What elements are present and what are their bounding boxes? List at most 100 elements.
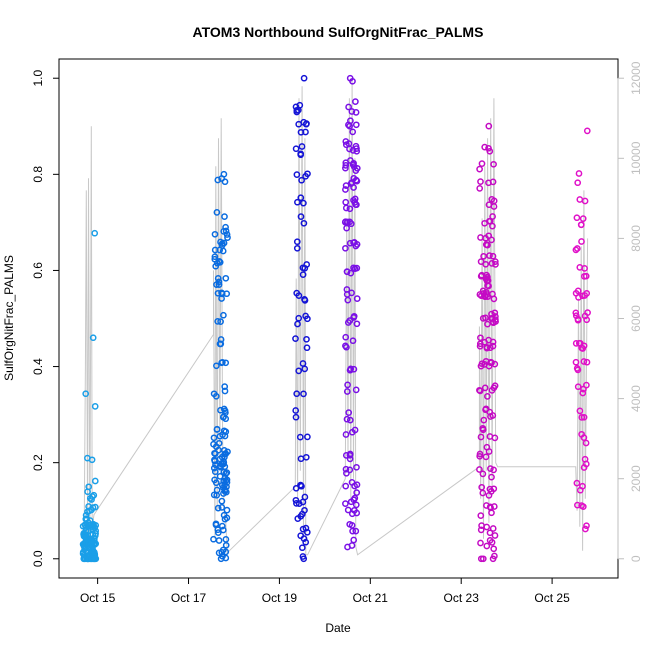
- data-point: [476, 387, 484, 395]
- data-point: [213, 486, 221, 494]
- data-point: [485, 217, 493, 225]
- data-point: [213, 362, 220, 370]
- data-point: [572, 309, 580, 317]
- data-point: [80, 529, 88, 537]
- data-point: [349, 128, 357, 136]
- data-point: [576, 264, 584, 271]
- data-point: [579, 389, 587, 397]
- data-point: [304, 170, 311, 178]
- data-point: [219, 358, 226, 366]
- data-point: [299, 271, 307, 278]
- data-point: [224, 448, 231, 456]
- data-point: [573, 214, 581, 222]
- data-point: [583, 127, 591, 135]
- data-point: [219, 526, 227, 534]
- data-point: [492, 261, 499, 268]
- data-point: [490, 466, 497, 474]
- y2-tick-label: 12000: [629, 61, 643, 95]
- data-point: [91, 477, 99, 485]
- data-point: [84, 519, 92, 526]
- data-point: [476, 450, 484, 458]
- data-point: [489, 525, 497, 532]
- data-point: [218, 522, 226, 530]
- data-point: [353, 201, 360, 209]
- data-point: [295, 314, 303, 322]
- x-tick-label: Oct 23: [444, 591, 480, 605]
- data-point: [215, 439, 223, 447]
- x-tick-label: Oct 15: [80, 591, 116, 605]
- data-point: [293, 244, 301, 252]
- data-point: [223, 483, 230, 491]
- series-2: [210, 170, 231, 563]
- data-point: [211, 230, 219, 238]
- y2-tick-label: 0: [629, 555, 643, 562]
- data-point: [210, 464, 218, 472]
- data-point: [217, 336, 225, 343]
- data-point: [483, 542, 491, 550]
- data-point: [582, 525, 589, 533]
- data-point: [222, 359, 230, 367]
- y-tick-label: 0.2: [31, 454, 45, 471]
- data-point: [353, 463, 360, 471]
- data-point: [476, 342, 484, 350]
- data-point: [300, 74, 308, 82]
- data-point: [574, 179, 582, 187]
- x-tick-label: Oct 17: [171, 591, 207, 605]
- data-point: [292, 335, 299, 342]
- data-point: [578, 430, 585, 438]
- data-point: [293, 500, 300, 507]
- data-point: [300, 390, 307, 398]
- data-point: [345, 103, 352, 111]
- x-tick-label: Oct 25: [534, 591, 570, 605]
- data-point: [211, 456, 218, 464]
- data-point: [298, 143, 306, 150]
- x-tick-label: Oct 21: [353, 591, 389, 605]
- series-4: [341, 74, 361, 551]
- data-point: [486, 252, 493, 259]
- data-point: [82, 511, 90, 519]
- data-point: [572, 246, 580, 254]
- data-point: [222, 536, 230, 543]
- data-point: [343, 286, 351, 293]
- data-point: [218, 504, 226, 511]
- data-point: [342, 198, 350, 206]
- data-point: [90, 491, 98, 499]
- data-point: [342, 141, 350, 149]
- data-point: [345, 409, 353, 416]
- data-point: [352, 386, 360, 394]
- data-point: [303, 528, 311, 536]
- data-point: [292, 496, 300, 504]
- data-point: [342, 244, 349, 252]
- data-point: [482, 453, 490, 461]
- data-point: [477, 433, 485, 441]
- data-point: [572, 340, 580, 347]
- data-point: [220, 405, 228, 413]
- data-point: [351, 265, 359, 273]
- data-point: [581, 197, 589, 205]
- data-point: [220, 511, 228, 519]
- data-point: [92, 522, 100, 529]
- data-point: [490, 203, 498, 210]
- data-point: [292, 407, 300, 414]
- data-point: [297, 455, 305, 463]
- data-point: [575, 170, 583, 177]
- data-point: [342, 431, 350, 438]
- data-point: [485, 122, 493, 130]
- data-point: [491, 532, 499, 539]
- data-point: [297, 532, 305, 540]
- data-point: [297, 151, 305, 159]
- data-point: [221, 213, 228, 220]
- data-point: [342, 162, 350, 169]
- y2-tick-label: 10000: [629, 141, 643, 175]
- data-point: [348, 179, 355, 187]
- data-point: [214, 504, 222, 512]
- data-point: [573, 365, 581, 372]
- data-point: [298, 544, 306, 552]
- data-point: [482, 260, 490, 268]
- data-point: [350, 365, 358, 373]
- data-point: [343, 268, 351, 275]
- data-point: [220, 311, 227, 319]
- data-point: [342, 452, 350, 459]
- data-point: [491, 309, 499, 317]
